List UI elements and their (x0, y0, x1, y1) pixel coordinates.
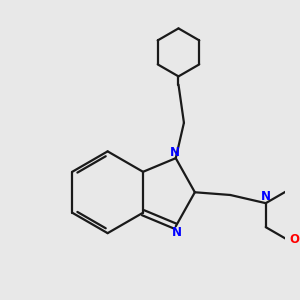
Text: N: N (172, 226, 182, 239)
Text: N: N (170, 146, 180, 159)
Text: N: N (261, 190, 271, 202)
Text: O: O (289, 233, 299, 246)
